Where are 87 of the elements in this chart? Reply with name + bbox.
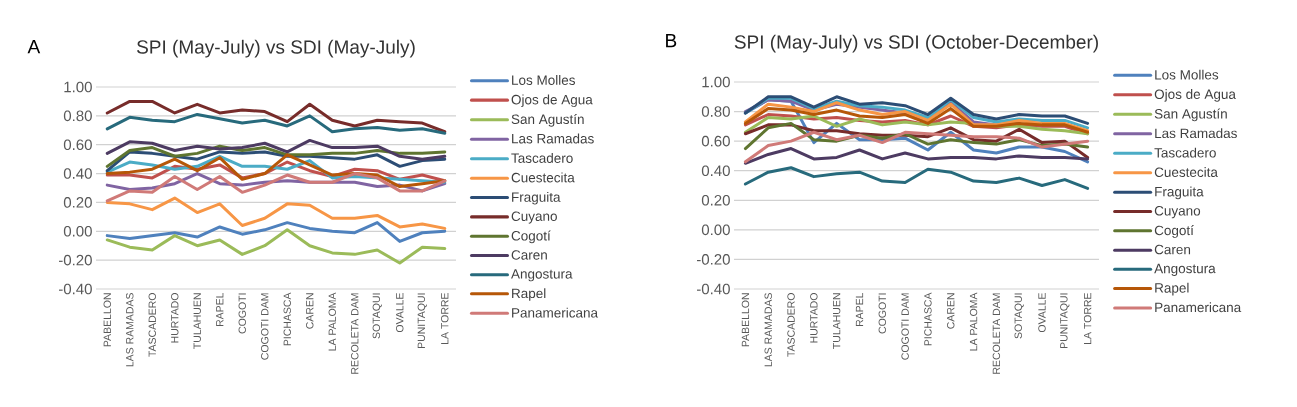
y-tick-label: 0.40 (701, 165, 730, 177)
x-tick-label: LA PALOMA (328, 292, 336, 351)
x-tick-label: COGOTI (238, 293, 246, 334)
y-tick-label: -0.20 (58, 254, 92, 266)
x-tick-label: TULAHUEN (193, 293, 201, 349)
y-tick-label: 1.00 (64, 81, 92, 93)
x-tick-label: COGOTI DAM (261, 293, 269, 360)
legend-label: Los Molles (512, 75, 576, 85)
x-tick-label: LAS RAMADAS (764, 293, 772, 367)
legend-label: Fraguita (1155, 186, 1204, 200)
legend-label: Rapel (1155, 282, 1189, 296)
legend-label: Rapel (512, 288, 546, 301)
legend-label: Panamericana (1155, 302, 1242, 313)
x-tick-label: TULAHUEN (833, 293, 841, 349)
line-series (743, 147, 1090, 165)
legend-label: Las Ramadas (1155, 128, 1237, 139)
legend-label: San Agustín (1154, 108, 1227, 122)
x-tick-label: OVALLE (1038, 292, 1046, 333)
x-tick-label: RAPEL (855, 292, 864, 327)
x-tick-label: TASCADERO (148, 293, 156, 357)
x-tick-label: LA TORRE (441, 292, 449, 344)
y-tick-label: 0.00 (701, 224, 730, 236)
legend-label: Caren (511, 250, 547, 260)
x-tick-label: PUNITAQUI (1060, 293, 1070, 349)
legend-label: Cuyano (511, 211, 557, 224)
text: A (27, 40, 41, 54)
line-series (105, 228, 447, 265)
legend-label: Las Ramadas (512, 133, 594, 144)
x-tick-label: PICHASCA (283, 292, 291, 346)
legend-label: San Agustín (511, 113, 584, 127)
y-tick-label: 0.80 (701, 106, 730, 117)
chart-title: SPI (May-July) vs SDI (October-December) (734, 34, 1098, 53)
legend-label: Cuestecita (1154, 167, 1218, 177)
legend-label: Angostura (1154, 263, 1216, 276)
legend-label: Caren (1154, 244, 1191, 255)
y-tick-label: 1.00 (702, 76, 730, 88)
legend-label: Tascadero (1154, 147, 1216, 158)
x-tick-label: SOTAQUI (1014, 293, 1024, 339)
y-tick-label: -0.20 (696, 254, 730, 265)
x-tick-label: PABELLON (103, 293, 111, 347)
x-tick-label: LAS RAMADAS (126, 293, 134, 367)
x-tick-label: COGOTI (878, 293, 887, 334)
line-series (105, 196, 447, 230)
line-series (105, 144, 447, 168)
legend-label: Angostura (511, 269, 573, 282)
text: B (666, 34, 677, 48)
x-tick-label: PABELLON (741, 293, 750, 347)
y-tick-label: 0.60 (63, 139, 92, 151)
chart-title: SPI (May-July) vs SDI (May-July) (136, 39, 415, 58)
legend-label: Los Molles (1155, 69, 1219, 80)
x-tick-label: COGOTI DAM (901, 293, 909, 360)
y-tick-label: 0.40 (63, 168, 92, 179)
y-tick-label: 0.20 (63, 197, 92, 208)
y-tick-label: -0.40 (58, 283, 92, 295)
line-series (105, 99, 447, 134)
x-tick-label: RECOLETA DAM (351, 293, 359, 374)
x-tick-label: CAREN (947, 293, 955, 329)
line-series (743, 166, 1090, 190)
y-tick-label: 0.20 (701, 194, 730, 206)
line-series (743, 107, 1090, 134)
y-tick-label: -0.40 (696, 283, 730, 295)
x-tick-label: PICHASCA (924, 292, 932, 346)
line-series (105, 172, 447, 203)
x-tick-label: HURTADO (810, 293, 818, 343)
x-tick-label: HURTADO (171, 293, 179, 343)
y-tick-label: 0.00 (63, 225, 92, 237)
x-tick-label: SOTAQUI (372, 293, 382, 339)
legend-label: Fraguita (512, 191, 561, 205)
x-tick-label: LA TORRE (1083, 292, 1092, 344)
x-tick-label: PUNITAQUI (417, 293, 427, 349)
legend-label: Cogotí (1154, 225, 1194, 238)
legend-label: Panamericana (512, 307, 599, 318)
legend-label: Cuestecita (511, 172, 575, 183)
legend-label: Ojos de Agua (511, 94, 593, 108)
legend-label: Cogotí (511, 230, 551, 244)
y-tick-label: 0.60 (701, 135, 730, 147)
legend-label: Ojos de Agua (1154, 89, 1236, 102)
x-tick-label: RECOLETA DAM (992, 293, 1001, 374)
line-series (105, 138, 447, 161)
legend-label: Tascadero (511, 153, 573, 163)
x-tick-label: CAREN (306, 293, 314, 329)
x-tick-label: OVALLE (396, 292, 404, 333)
x-tick-label: RAPEL (216, 292, 224, 327)
legend-label: Cuyano (1154, 206, 1201, 219)
x-tick-label: TASCADERO (787, 293, 795, 357)
y-tick-label: 0.80 (63, 110, 92, 122)
x-tick-label: LA PALOMA (969, 292, 978, 351)
